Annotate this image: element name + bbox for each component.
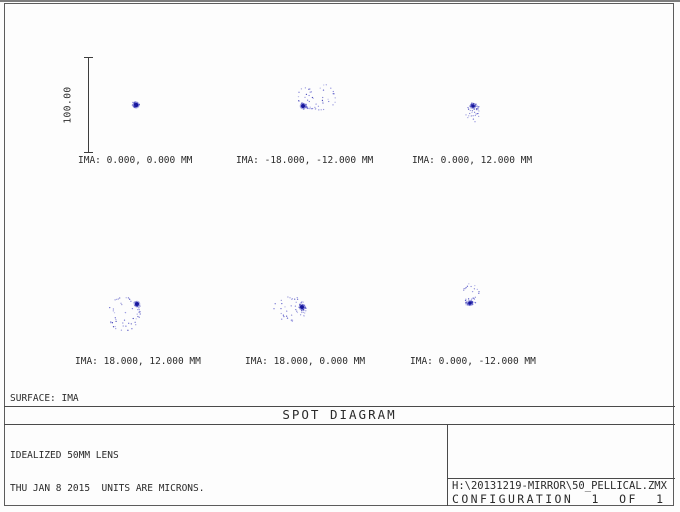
divider-line xyxy=(4,423,675,425)
configuration-label: CONFIGURATION 1 OF 1 xyxy=(452,492,666,506)
date-units-row: THU JAN 8 2015 UNITS ARE MICRONS. xyxy=(10,483,447,494)
lens-title-row: IDEALIZED 50MM LENS xyxy=(10,450,447,461)
ima-label: IMA: 0.000, 12.000 MM xyxy=(412,155,533,166)
date-units: THU JAN 8 2015 UNITS ARE MICRONS. xyxy=(10,483,205,495)
divider-line xyxy=(4,406,675,407)
ima-label: IMA: 18.000, 0.000 MM xyxy=(245,356,366,367)
ima-label: IMA: -18.000, -12.000 MM xyxy=(236,155,374,166)
scale-bar-bottom-cap xyxy=(84,152,93,153)
page-title: SPOT DIAGRAM xyxy=(282,407,397,422)
titleblock-horizontal-divider xyxy=(447,478,675,479)
scale-bar xyxy=(88,57,89,153)
lens-title: IDEALIZED 50MM LENS xyxy=(10,449,119,461)
ima-label: IMA: 18.000, 12.000 MM xyxy=(75,356,201,367)
titleblock-vertical-divider xyxy=(447,423,448,506)
ima-label: IMA: 0.000, -12.000 MM xyxy=(410,356,536,367)
scale-bar-label: 100.00 xyxy=(62,86,74,124)
ima-label: IMA: 0.000, 0.000 MM xyxy=(78,155,193,166)
file-path: H:\20131219-MIRROR\50_PELLICAL.ZMX xyxy=(452,480,667,492)
plot-border xyxy=(4,3,674,506)
surface-label: SURFACE: IMA xyxy=(10,393,79,404)
top-border-line xyxy=(0,0,680,2)
scale-bar-top-cap xyxy=(84,57,93,58)
summary-table: IDEALIZED 50MM LENS THU JAN 8 2015 UNITS… xyxy=(5,424,447,512)
